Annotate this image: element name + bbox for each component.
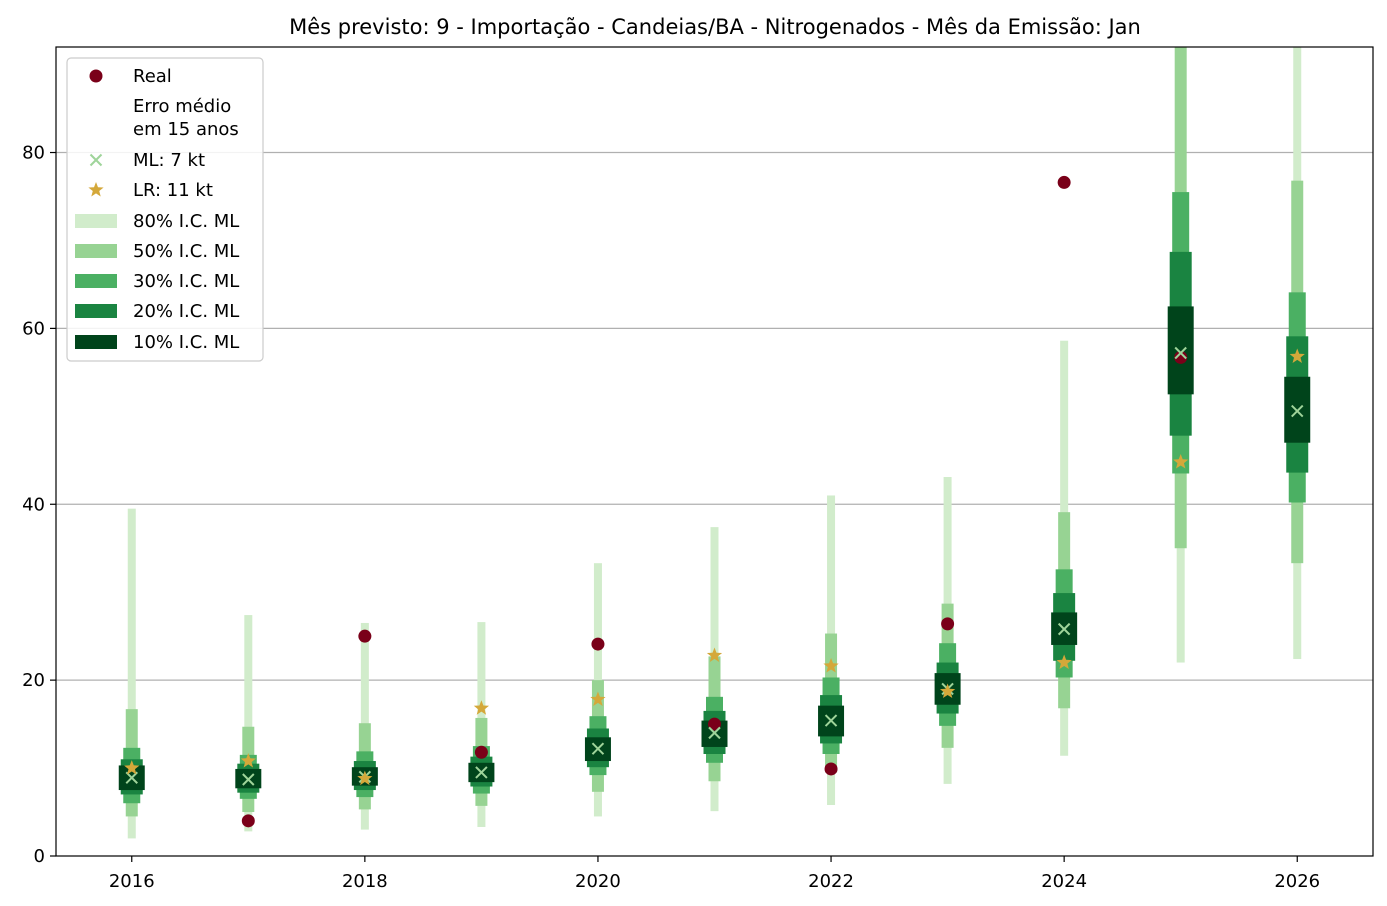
legend-item-ml: ML: 7 kt [89, 150, 205, 171]
legend-item-ci10: 10% I.C. ML [75, 332, 239, 353]
year-group-2018 [351, 622, 378, 830]
real-point [474, 745, 488, 759]
legend-label: 10% I.C. ML [133, 332, 239, 353]
data-layer [118, 47, 1311, 839]
legend-item-ci30: 30% I.C. ML [75, 271, 239, 292]
real-point [941, 617, 955, 631]
legend-label: 80% I.C. ML [133, 211, 239, 232]
chart-title: Mês previsto: 9 - Importação - Candeias/… [289, 15, 1141, 39]
real-point [1174, 350, 1188, 364]
ml-point-stroke [824, 714, 838, 727]
year-group-2019 [468, 622, 495, 827]
legend-ml-marker [89, 153, 103, 167]
legend-label: 30% I.C. ML [133, 271, 239, 292]
legend-item-ci80: 80% I.C. ML [75, 211, 239, 232]
legend-label: Real [133, 66, 172, 87]
legend-item-real: Real [89, 66, 172, 87]
legend-item-ci20: 20% I.C. ML [75, 301, 239, 322]
legend-ci30-swatch [75, 274, 117, 288]
y-tick-label: 80 [22, 143, 45, 164]
y-tick-label: 40 [22, 494, 45, 515]
x-tick-label: 2018 [342, 871, 388, 892]
lr-point [706, 647, 723, 662]
x-tick-label: 2022 [808, 871, 854, 892]
y-tick-label: 20 [22, 670, 45, 691]
legend-item-ci50: 50% I.C. ML [75, 241, 239, 262]
year-group-2026 [1284, 47, 1311, 660]
lr-point [1056, 654, 1072, 670]
ml-point-stroke [125, 771, 138, 784]
legend-ci80-swatch [75, 214, 117, 228]
lr-point [473, 700, 490, 715]
year-group-2017 [235, 615, 262, 832]
legend-item-lr: LR: 11 kt [88, 180, 213, 201]
legend-ci50-swatch [75, 244, 117, 258]
ml-point-stroke [708, 726, 721, 740]
ci10-bar [1167, 306, 1194, 395]
lr-point [823, 658, 839, 673]
lr-point [590, 691, 606, 706]
ml-point-stroke [242, 773, 255, 786]
year-group-2016 [118, 508, 145, 839]
year-group-2020 [584, 563, 611, 817]
legend-label: LR: 11 kt [133, 180, 213, 201]
legend-label: em 15 anos [133, 119, 239, 140]
legend-label: Erro médio [133, 96, 231, 117]
lr-point [240, 753, 256, 768]
legend-real-marker [89, 69, 103, 83]
x-tick-label: 2026 [1274, 871, 1320, 892]
y-tick-label: 0 [34, 846, 45, 867]
ml-point-stroke [591, 742, 605, 755]
ml-point-stroke [1174, 346, 1187, 360]
legend-ci10-swatch [75, 335, 117, 349]
lr-point [1289, 348, 1305, 363]
x-tick-label: 2016 [109, 871, 155, 892]
y-tick-label: 60 [22, 318, 45, 339]
legend-label: 20% I.C. ML [133, 301, 239, 322]
real-point [1057, 175, 1071, 189]
real-point [824, 762, 838, 776]
legend-lr-marker [88, 182, 104, 197]
grid-layer [56, 151, 1373, 681]
ml-point-stroke [1057, 622, 1071, 636]
lr-point [124, 760, 140, 775]
x-tick-label: 2020 [575, 871, 621, 892]
real-point [241, 814, 255, 828]
real-point [358, 629, 372, 643]
x-tick-label: 2024 [1041, 871, 1087, 892]
axes-layer: 0 20 40 60 80 2016 2018 2020 2022 2024 2026 [22, 46, 1374, 892]
year-group-2023 [934, 477, 961, 784]
year-group-2021 [701, 527, 728, 812]
ci80-bar [244, 615, 253, 832]
ml-point-stroke [475, 766, 488, 779]
legend-ci20-swatch [75, 304, 117, 318]
year-group-2024 [1051, 175, 1078, 756]
real-point [708, 717, 721, 731]
ml-point-stroke [1291, 404, 1304, 418]
plot-frame [55, 46, 1374, 857]
lr-point [939, 683, 956, 699]
legend-label: 50% I.C. ML [133, 241, 239, 262]
ci80-bar [127, 508, 136, 839]
year-group-2022 [818, 495, 845, 805]
lr-point [357, 770, 373, 786]
legend-label: ML: 7 kt [133, 150, 205, 171]
year-group-2025 [1167, 47, 1194, 663]
real-point [591, 637, 605, 651]
lr-point [1173, 454, 1189, 469]
